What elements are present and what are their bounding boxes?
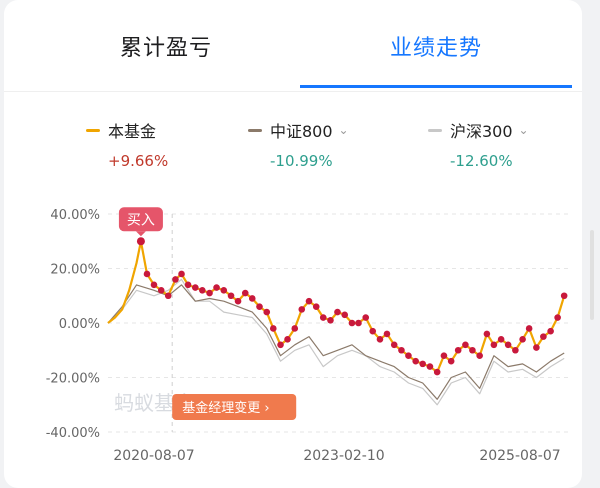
data-point xyxy=(199,287,206,294)
data-point xyxy=(490,341,498,349)
data-point xyxy=(248,295,256,302)
data-point xyxy=(440,352,448,359)
data-point xyxy=(554,314,561,321)
data-point xyxy=(150,281,158,289)
data-point xyxy=(348,319,356,327)
data-point xyxy=(164,292,172,300)
data-point xyxy=(483,330,491,338)
data-point xyxy=(419,360,426,368)
data-point xyxy=(184,281,192,289)
data-point xyxy=(426,363,434,370)
data-point xyxy=(433,368,441,376)
legend-swatch-csi800 xyxy=(248,128,262,132)
data-point xyxy=(277,341,284,349)
data-point xyxy=(447,357,455,365)
data-point xyxy=(327,316,334,324)
data-point xyxy=(269,325,277,332)
data-point xyxy=(525,325,533,332)
data-point xyxy=(312,303,320,310)
series-line-fund xyxy=(107,240,566,374)
data-point xyxy=(192,284,199,291)
data-point xyxy=(256,303,263,310)
y-tick-label: 20.00% xyxy=(50,263,100,278)
data-point xyxy=(376,336,384,343)
data-point xyxy=(319,314,327,321)
data-point xyxy=(241,289,249,297)
data-point xyxy=(227,292,235,300)
legend-item-fund[interactable]: 本基金 +9.66% xyxy=(86,118,168,170)
chevron-down-icon[interactable]: ⌄ xyxy=(518,123,529,137)
data-point xyxy=(519,336,526,343)
y-tick-label: 0.00% xyxy=(59,317,100,332)
data-point xyxy=(512,346,519,354)
data-point xyxy=(412,357,419,365)
tab-performance-trend[interactable]: 业绩走势 xyxy=(390,36,483,61)
scrollbar[interactable] xyxy=(590,230,594,320)
tab-bar: 累计盈亏 业绩走势 xyxy=(4,0,582,92)
legend-item-csi300[interactable]: 沪深300 ⌄ -12.60% xyxy=(428,118,529,170)
data-point xyxy=(369,327,377,335)
active-tab-indicator xyxy=(300,85,572,88)
data-point xyxy=(157,287,165,294)
data-point xyxy=(398,346,405,354)
data-point xyxy=(533,344,540,351)
data-point xyxy=(234,297,242,305)
performance-card: 累计盈亏 业绩走势 本基金 +9.66% 中证800 ⌄ -10.99% 沪深30… xyxy=(4,0,582,488)
legend-swatch-csi300 xyxy=(428,128,442,132)
data-point xyxy=(341,311,349,319)
data-point xyxy=(220,287,228,294)
data-point xyxy=(383,330,391,338)
data-point xyxy=(362,314,370,321)
data-point xyxy=(334,308,341,316)
data-point xyxy=(291,325,299,332)
data-point xyxy=(462,341,469,349)
tab-divider xyxy=(4,91,582,92)
x-tick-label: 2025-08-07 xyxy=(479,448,560,464)
legend-item-csi800[interactable]: 中证800 ⌄ -10.99% xyxy=(248,118,349,170)
data-point xyxy=(206,289,213,297)
manager-change-tag xyxy=(172,394,297,420)
data-point xyxy=(405,352,412,359)
data-point xyxy=(213,284,220,291)
legend-label-csi300: 沪深300 xyxy=(450,122,513,141)
data-point xyxy=(497,336,505,343)
data-point xyxy=(454,346,462,354)
series-line-csi800 xyxy=(107,284,565,400)
legend-label-fund: 本基金 xyxy=(108,122,157,141)
data-point xyxy=(540,333,547,340)
data-point xyxy=(547,327,554,335)
data-point xyxy=(355,319,362,327)
y-tick-label: -40.00% xyxy=(46,426,100,441)
buy-point xyxy=(136,237,145,246)
legend-value-csi800: -10.99% xyxy=(270,152,333,170)
legend-label-csi800: 中证800 xyxy=(270,122,333,141)
y-tick-label: 40.00% xyxy=(50,208,100,223)
manager-change-label: 基金经理变更 › xyxy=(182,400,269,416)
legend-value-csi300: -12.60% xyxy=(450,152,513,170)
x-tick-label: 2020-08-07 xyxy=(113,448,194,464)
data-point xyxy=(469,346,476,354)
tab-cumulative-pnl[interactable]: 累计盈亏 xyxy=(120,36,213,61)
data-point xyxy=(178,270,185,278)
buy-tag-pointer xyxy=(135,231,146,237)
legend-swatch-fund xyxy=(86,128,100,132)
y-tick-label: -20.00% xyxy=(46,372,100,387)
data-point xyxy=(504,341,512,349)
data-point xyxy=(298,306,306,313)
data-point xyxy=(476,352,483,359)
data-point xyxy=(263,308,271,316)
data-point xyxy=(284,336,291,343)
buy-tag-label: 买入 xyxy=(127,212,155,228)
performance-line-chart[interactable]: 40.00% 20.00% 0.00% -20.00% -40.00% 2020-08-0… xyxy=(4,190,582,480)
data-point xyxy=(390,341,398,349)
data-point xyxy=(143,270,151,278)
data-point xyxy=(305,297,313,305)
legend-value-fund: +9.66% xyxy=(108,152,169,170)
data-point xyxy=(172,276,179,283)
chevron-down-icon[interactable]: ⌄ xyxy=(338,123,349,137)
x-tick-label: 2023-02-10 xyxy=(303,448,384,464)
buy-tag xyxy=(118,207,163,232)
data-point xyxy=(560,292,568,300)
